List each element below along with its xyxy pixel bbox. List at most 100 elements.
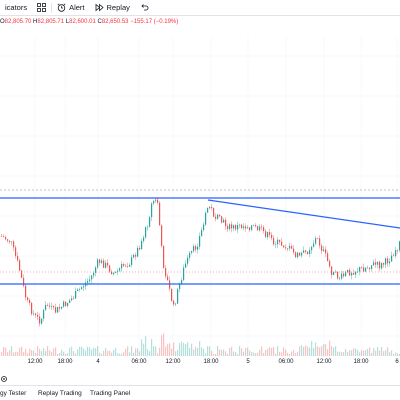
- volume-bar: [155, 346, 157, 356]
- candle-body: [109, 265, 111, 272]
- volume-bar: [185, 344, 187, 356]
- volume-bar: [263, 352, 265, 356]
- volume-bar: [1, 352, 3, 356]
- indicators-button[interactable]: icators: [0, 0, 32, 16]
- candle-body: [257, 226, 259, 231]
- candle-body: [341, 273, 343, 279]
- volume-bar: [253, 352, 255, 356]
- price-chart-canvas[interactable]: [0, 16, 400, 372]
- candle-body: [245, 226, 247, 229]
- volume-bar: [205, 353, 207, 356]
- volume-bar: [75, 353, 77, 356]
- alert-label: Alert: [69, 3, 85, 12]
- volume-bar: [285, 349, 287, 356]
- volume-bar: [229, 347, 231, 356]
- volume-bar: [115, 348, 117, 356]
- candle-body: [127, 266, 129, 267]
- undo-button[interactable]: [135, 0, 154, 16]
- candle-body: [153, 200, 155, 204]
- volume-bar: [359, 352, 361, 356]
- candle-body: [189, 252, 191, 258]
- volume-bar: [153, 345, 155, 356]
- bottom-panel-tabs: gy Tester Replay Trading Trading Panel: [0, 385, 400, 400]
- volume-bar: [257, 352, 259, 356]
- candle-body: [193, 246, 195, 251]
- candle-body: [327, 253, 329, 261]
- candle-body: [353, 273, 355, 275]
- volume-bar: [31, 350, 33, 356]
- ohlc-legend: O82,805.70 H82,805.71 L82,600.01 C82,650…: [0, 19, 178, 25]
- volume-bar: [243, 351, 245, 356]
- volume-bar: [99, 352, 101, 356]
- candle-body: [235, 225, 237, 230]
- volume-bar: [387, 347, 389, 356]
- candle-body: [387, 258, 389, 264]
- tab-trading-panel[interactable]: Trading Panel: [90, 390, 131, 397]
- volume-bar: [327, 349, 329, 356]
- volume-bar: [19, 347, 21, 356]
- candle-body: [335, 271, 337, 273]
- time-label: 06:00: [131, 359, 147, 365]
- price-chart[interactable]: [0, 16, 400, 372]
- candle-body: [379, 261, 381, 269]
- candle-body: [345, 272, 347, 277]
- volume-bar: [321, 346, 323, 356]
- volume-bar: [369, 347, 371, 356]
- candle-body: [89, 279, 91, 281]
- candle-body: [19, 260, 21, 271]
- volume-bar: [151, 338, 153, 356]
- volume-bar: [201, 347, 203, 356]
- volume-bar: [65, 353, 67, 356]
- candle-body: [149, 217, 151, 227]
- candle-body: [255, 225, 257, 227]
- volume-bar: [133, 352, 135, 356]
- open-label: O: [0, 19, 5, 25]
- alert-button[interactable]: Alert: [52, 0, 89, 16]
- candle-body: [383, 263, 385, 265]
- candle-body: [389, 261, 391, 264]
- tab-strategy-tester[interactable]: gy Tester: [0, 390, 27, 397]
- volume-bar: [267, 348, 269, 356]
- volume-bar: [91, 349, 93, 356]
- candle-body: [61, 306, 63, 309]
- volume-bar: [291, 351, 293, 356]
- tab-replay-trading[interactable]: Replay Trading: [38, 390, 82, 397]
- volume-bar: [27, 353, 29, 356]
- candle-body: [21, 270, 23, 278]
- candle-body: [5, 237, 7, 240]
- candle-body: [367, 267, 369, 269]
- volume-bar: [35, 352, 37, 356]
- volume-bar: [345, 349, 347, 356]
- volume-bar: [105, 348, 107, 356]
- candle-body: [39, 316, 41, 324]
- replay-button[interactable]: Replay: [90, 0, 135, 16]
- volume-bar: [79, 346, 81, 356]
- candle-body: [199, 236, 201, 247]
- volume-bar: [355, 348, 357, 356]
- candle-body: [343, 273, 345, 277]
- candle-body: [239, 224, 241, 226]
- volume-bar: [261, 346, 263, 356]
- volume-bar: [301, 345, 303, 356]
- candle-body: [191, 250, 193, 253]
- trendline[interactable]: [207, 199, 400, 229]
- candle-body: [319, 238, 321, 246]
- time-label: 5: [246, 359, 250, 365]
- candle-body: [355, 271, 357, 275]
- volume-bar: [117, 353, 119, 356]
- candle-body: [145, 227, 147, 238]
- time-axis[interactable]: 12:00 18:00 4 06:00 12:00 18:00 5 06:00 …: [0, 356, 400, 368]
- settings-icon[interactable]: [0, 370, 8, 382]
- candle-body: [137, 247, 139, 257]
- candle-body: [87, 280, 89, 283]
- volume-bar: [189, 347, 191, 356]
- volume-bar: [313, 347, 315, 356]
- volume-bar: [255, 353, 257, 356]
- candle-body: [321, 245, 323, 251]
- volume-bar: [67, 353, 69, 356]
- candle-body: [251, 225, 253, 230]
- templates-button[interactable]: [32, 0, 51, 16]
- candle-body: [267, 232, 269, 238]
- candle-body: [159, 202, 161, 226]
- candle-body: [217, 214, 219, 219]
